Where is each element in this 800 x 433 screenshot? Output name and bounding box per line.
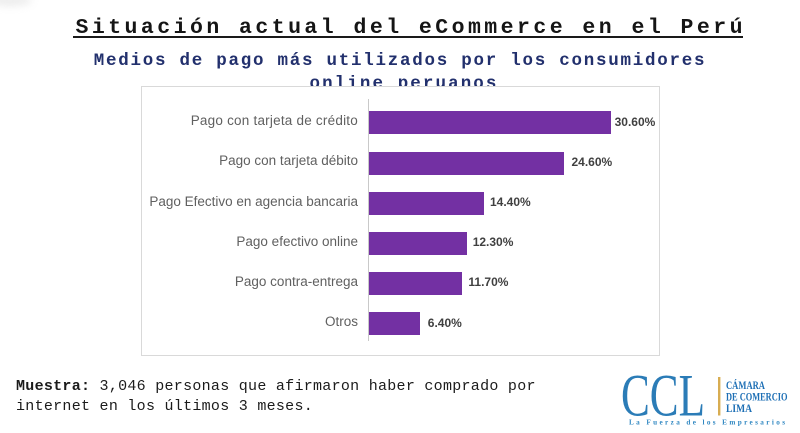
- svg-text:CÁMARA: CÁMARA: [726, 378, 765, 392]
- svg-text:CCL: CCL: [621, 368, 705, 429]
- svg-text:LIMA: LIMA: [726, 402, 753, 415]
- svg-text:La Fuerza de los Empresarios: La Fuerza de los Empresarios: [629, 419, 785, 427]
- svg-text:DE COMERCIO: DE COMERCIO: [726, 390, 788, 403]
